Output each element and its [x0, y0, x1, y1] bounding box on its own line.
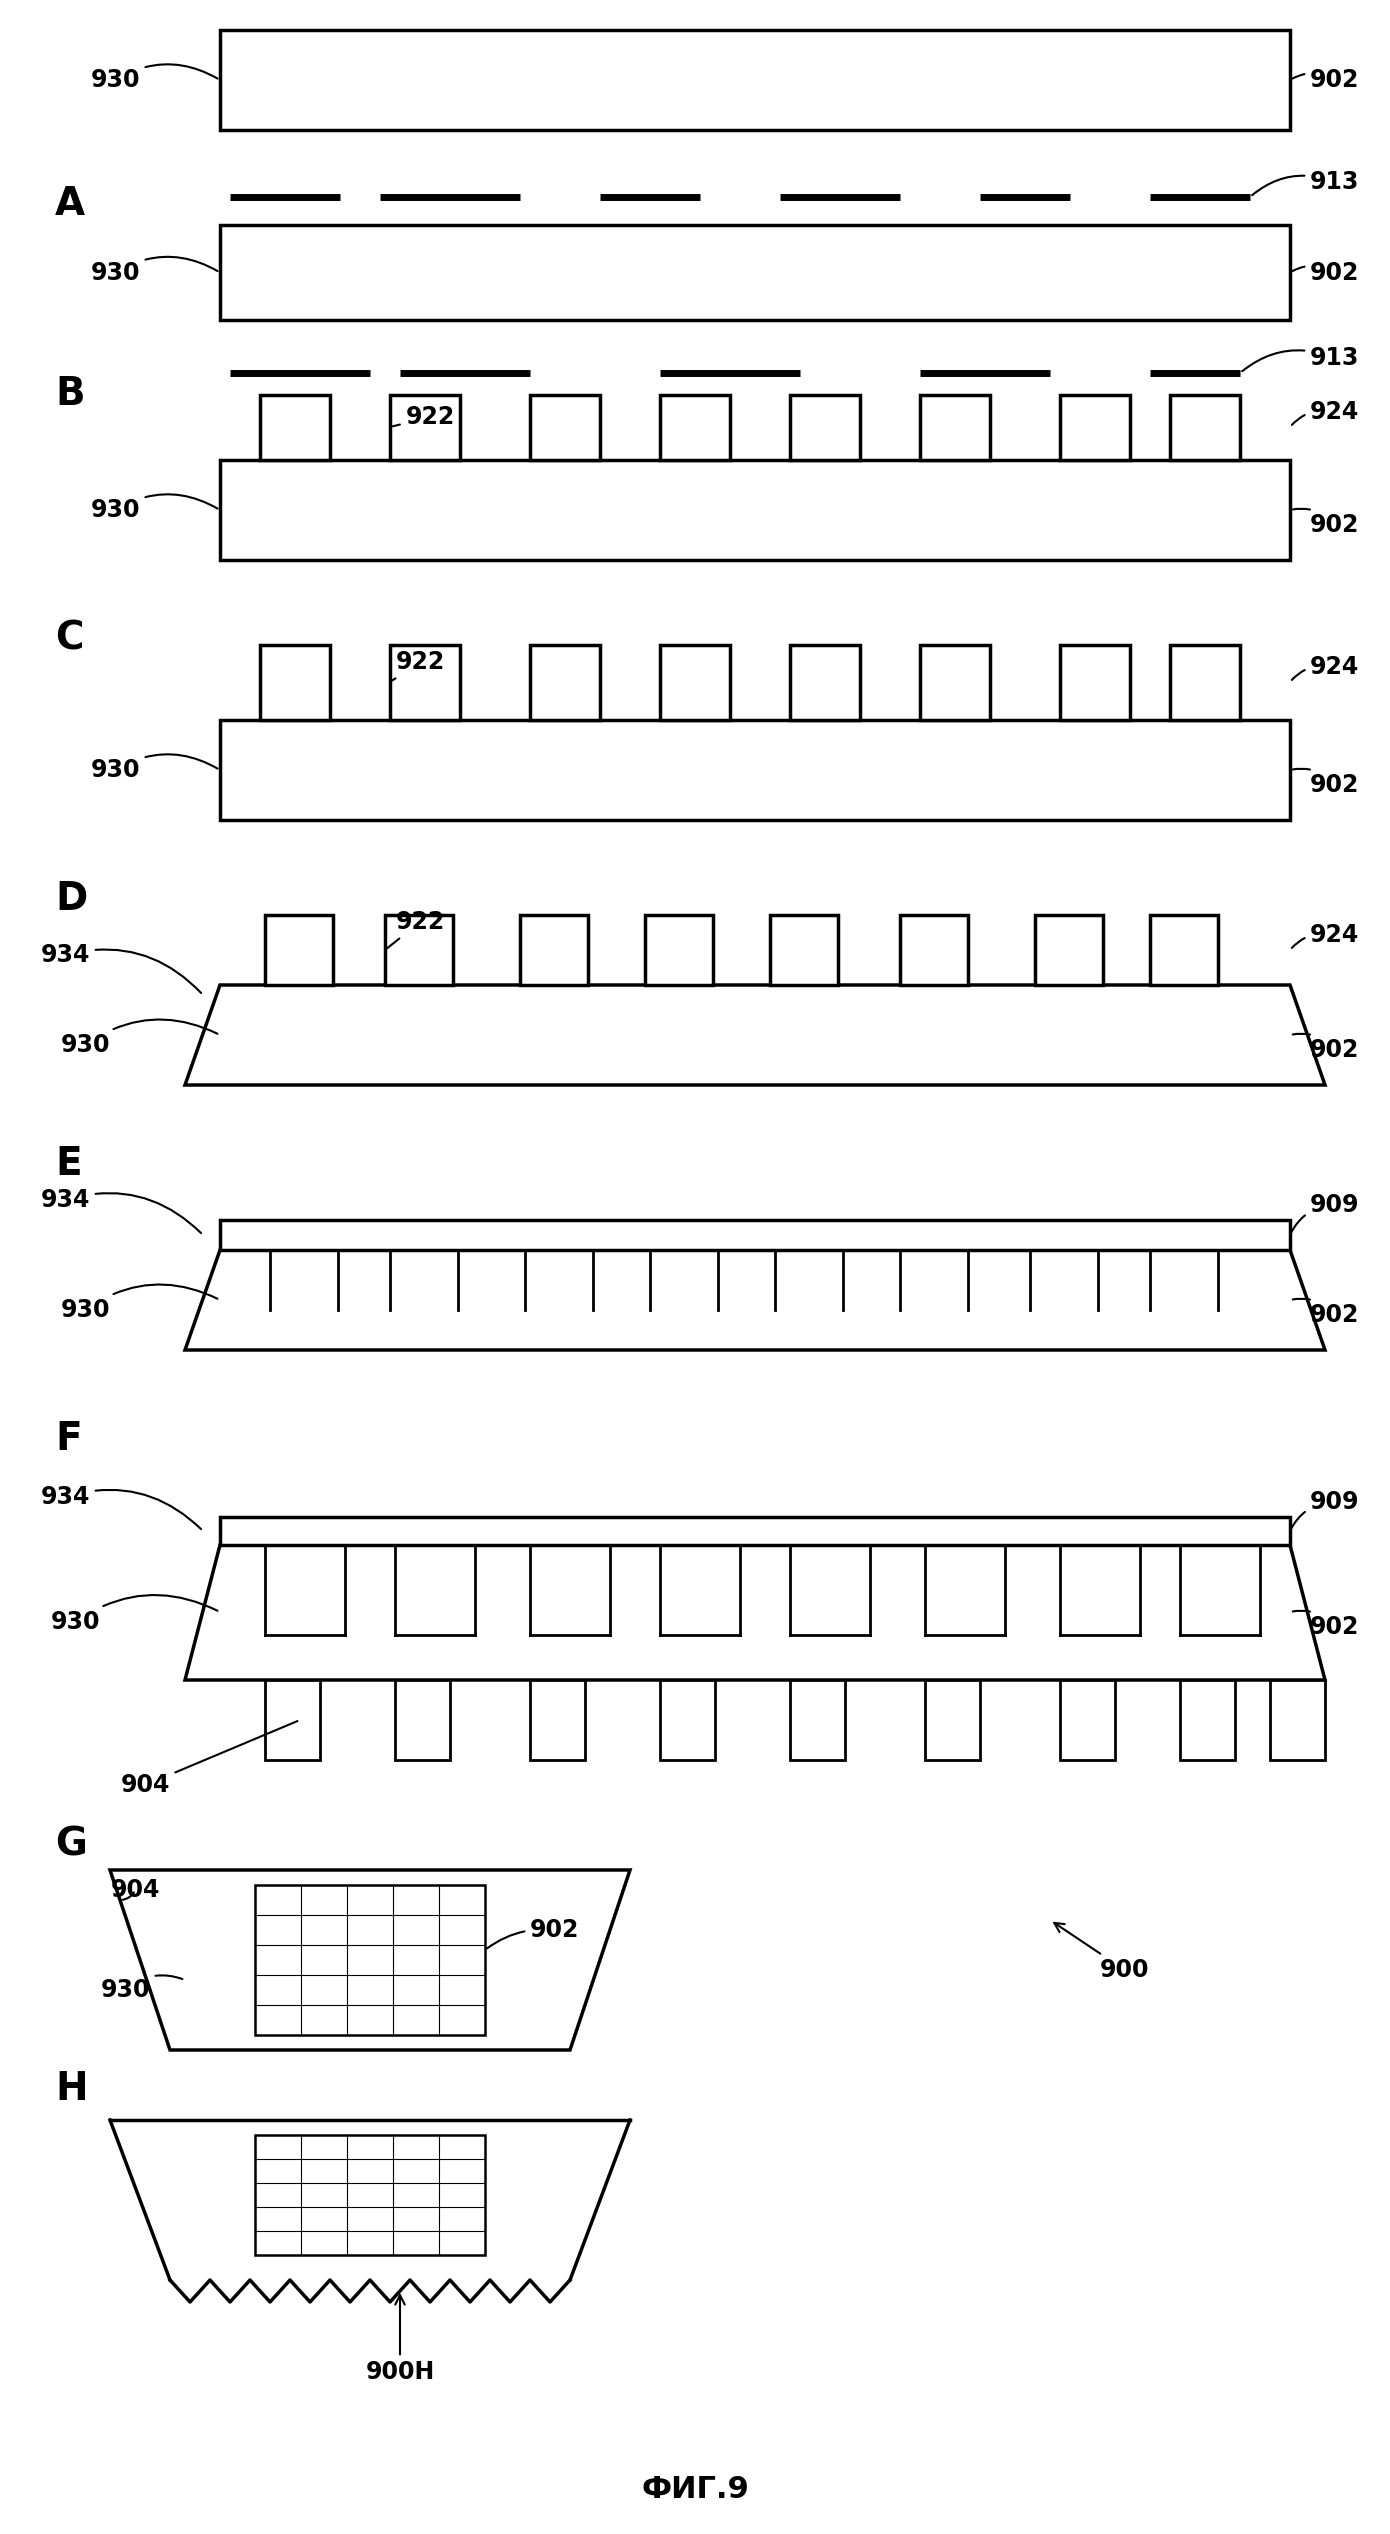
Text: 913: 913	[1252, 170, 1359, 195]
Text: 922: 922	[393, 405, 455, 428]
Bar	[920, 395, 990, 461]
Text: 934: 934	[40, 1188, 202, 1234]
Text: G: G	[56, 1824, 86, 1862]
Text: 930: 930	[90, 63, 218, 91]
Text: 902: 902	[1293, 1612, 1359, 1639]
Text: 902: 902	[1293, 1300, 1359, 1328]
Bar	[790, 646, 860, 720]
Text: 902: 902	[1293, 261, 1359, 284]
Polygon shape	[185, 986, 1325, 1085]
Bar	[395, 1680, 450, 1761]
Text: C: C	[56, 621, 83, 659]
Text: 930: 930	[90, 494, 218, 522]
Bar	[220, 226, 1290, 319]
Text: 900: 900	[1054, 1923, 1150, 1982]
Polygon shape	[110, 1870, 630, 2050]
Bar	[899, 915, 967, 986]
Text: 924: 924	[1291, 922, 1359, 948]
Polygon shape	[185, 1546, 1325, 1680]
Bar	[220, 1518, 1290, 1546]
Text: 902: 902	[1293, 68, 1359, 91]
Text: 930: 930	[50, 1594, 217, 1634]
Text: 930: 930	[90, 256, 218, 284]
Bar	[220, 1219, 1290, 1249]
Bar	[1061, 646, 1130, 720]
Text: 924: 924	[1291, 400, 1359, 426]
Text: 934: 934	[40, 1485, 202, 1528]
Text: 930: 930	[61, 1019, 217, 1057]
Text: 913: 913	[1243, 347, 1359, 372]
Text: 902: 902	[1293, 1034, 1359, 1062]
Bar	[530, 395, 600, 461]
Bar	[770, 915, 838, 986]
Text: 902: 902	[1293, 768, 1359, 798]
Bar	[1150, 915, 1218, 986]
Text: 934: 934	[40, 943, 202, 993]
Bar	[265, 915, 334, 986]
Text: 930: 930	[100, 1977, 182, 2002]
Bar	[790, 395, 860, 461]
Bar	[924, 1680, 980, 1761]
Bar	[1270, 1680, 1325, 1761]
Text: 930: 930	[90, 755, 218, 783]
Bar	[660, 646, 730, 720]
Bar	[391, 395, 460, 461]
Text: H: H	[56, 2070, 88, 2108]
Bar	[1036, 915, 1104, 986]
Polygon shape	[185, 1249, 1325, 1351]
Bar	[1170, 395, 1240, 461]
Text: 924: 924	[1291, 654, 1359, 679]
Bar	[391, 646, 460, 720]
Text: D: D	[56, 879, 88, 917]
Text: 904: 904	[111, 1878, 160, 1903]
Bar	[660, 1680, 714, 1761]
Text: 902: 902	[488, 1918, 580, 1949]
Text: E: E	[56, 1145, 82, 1183]
Text: 922: 922	[388, 910, 445, 948]
Bar	[1061, 1680, 1115, 1761]
Bar	[385, 915, 453, 986]
Bar	[220, 30, 1290, 129]
Bar	[1170, 646, 1240, 720]
Bar	[645, 915, 713, 986]
Text: 930: 930	[61, 1285, 217, 1323]
Bar	[520, 915, 588, 986]
Bar	[265, 1680, 320, 1761]
Text: A: A	[56, 185, 85, 223]
Bar	[920, 646, 990, 720]
Bar	[790, 1680, 845, 1761]
Text: 902: 902	[1293, 509, 1359, 537]
Text: 904: 904	[121, 1721, 297, 1797]
Bar	[1061, 395, 1130, 461]
Text: 909: 909	[1291, 1490, 1359, 1528]
Bar	[260, 646, 329, 720]
Text: B: B	[56, 375, 85, 413]
Text: 909: 909	[1291, 1194, 1359, 1232]
Bar	[530, 1680, 585, 1761]
Text: 922: 922	[392, 651, 445, 682]
Bar	[254, 2136, 485, 2255]
Bar	[260, 395, 329, 461]
Bar	[220, 461, 1290, 560]
Bar	[660, 395, 730, 461]
Bar	[220, 720, 1290, 821]
Text: F: F	[56, 1419, 82, 1457]
Text: 900H: 900H	[366, 2296, 435, 2384]
Text: ФИГ.9: ФИГ.9	[641, 2476, 749, 2504]
Bar	[1180, 1680, 1234, 1761]
Bar	[254, 1885, 485, 2035]
Bar	[530, 646, 600, 720]
